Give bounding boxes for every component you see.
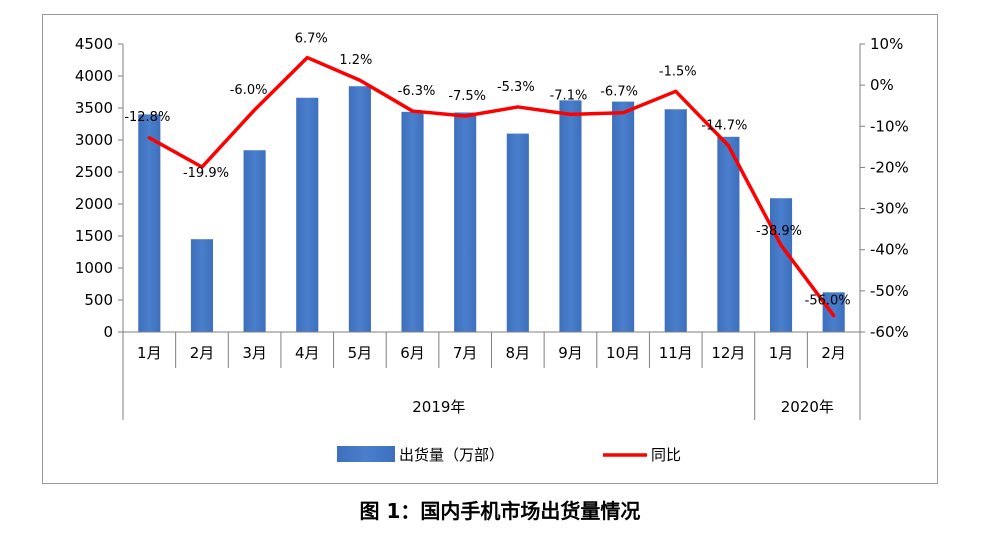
- y-right-tick-label: 0%: [870, 76, 894, 94]
- bar-4: [296, 97, 319, 332]
- y-right-tick-label: -20%: [870, 158, 909, 176]
- y-left-tick-label: 4500: [75, 35, 113, 53]
- chart-frame: 0 500 1000 1500 2000 2500 3000 3500 4000 4500 -60%…: [42, 14, 938, 484]
- bar-10: [612, 101, 635, 332]
- category-label: 10月: [606, 344, 640, 362]
- category-label: 6月: [400, 344, 425, 362]
- y-left-tick-label: 1500: [75, 227, 113, 245]
- category-label: 3月: [242, 344, 267, 362]
- category-label: 1月: [137, 344, 162, 362]
- bar-12: [717, 136, 740, 332]
- legend-swatch-bar: [337, 446, 395, 462]
- yoy-data-label: -5.3%: [497, 80, 535, 95]
- bar-14: [822, 292, 845, 332]
- yoy-line: [147, 55, 836, 318]
- yoy-data-label: -6.0%: [230, 83, 268, 98]
- yoy-data-label: -1.5%: [659, 64, 697, 79]
- y-left-tick-label: 3000: [75, 131, 113, 149]
- legend-label-line: 同比: [651, 446, 681, 464]
- yoy-data-label: -6.7%: [600, 85, 638, 100]
- category-label: 12月: [711, 344, 745, 362]
- y-left-tick-label: 0: [103, 323, 113, 341]
- bar-7: [454, 112, 477, 332]
- bar-13: [769, 198, 793, 332]
- yoy-data-label: -12.8%: [124, 110, 170, 125]
- legend-label-bar: 出货量（万部）: [399, 446, 504, 464]
- category-label: 8月: [506, 344, 531, 362]
- category-label: 9月: [558, 344, 583, 362]
- y-left-tick-label: 3500: [75, 99, 113, 117]
- bar-5: [348, 86, 371, 333]
- group-label: 2019年: [412, 398, 465, 416]
- category-label: 11月: [659, 344, 693, 362]
- bar-1: [138, 114, 161, 333]
- yoy-data-label: 1.2%: [339, 53, 372, 68]
- category-label: 2月: [821, 344, 846, 362]
- yoy-data-label: -14.7%: [701, 119, 747, 134]
- y-left-tick-label: 1000: [75, 259, 113, 277]
- bar-2: [190, 239, 214, 332]
- y-right-tick-label: -60%: [870, 323, 909, 341]
- group-label: 2020年: [781, 398, 834, 416]
- y-left-tick-label: 4000: [75, 67, 113, 85]
- yoy-data-label: 6.7%: [295, 32, 328, 47]
- yoy-data-label: -7.5%: [448, 89, 486, 104]
- category-label: 2月: [190, 344, 215, 362]
- category-label: 5月: [348, 344, 373, 362]
- y-left-tick-label: 500: [84, 291, 113, 309]
- y-right-tick-label: -30%: [870, 200, 909, 218]
- bar-8: [506, 133, 529, 332]
- y-left-tick-label: 2000: [75, 195, 113, 213]
- y-right-tick-label: -10%: [870, 117, 909, 135]
- y-left-tick-label: 2500: [75, 163, 113, 181]
- figure-caption: 图 1：国内手机市场出货量情况: [359, 499, 641, 523]
- category-label: 7月: [453, 344, 478, 362]
- yoy-data-label: -6.3%: [398, 84, 436, 99]
- bar-6: [401, 111, 424, 332]
- shipment-chart: 0 500 1000 1500 2000 2500 3000 3500 4000 4500 -60%…: [75, 32, 909, 464]
- bar-3: [243, 150, 266, 332]
- category-label: 4月: [295, 344, 320, 362]
- yoy-data-label: -7.1%: [550, 88, 588, 103]
- category-label: 1月: [769, 344, 794, 362]
- y-right-tick-label: -40%: [870, 241, 909, 259]
- yoy-data-label: -56.0%: [805, 294, 851, 309]
- yoy-data-label: -38.9%: [756, 224, 802, 239]
- bar-9: [559, 100, 582, 332]
- y-right-tick-label: 10%: [870, 35, 903, 53]
- yoy-data-label: -19.9%: [183, 166, 229, 181]
- y-right-tick-label: -50%: [870, 282, 909, 300]
- bar-11: [664, 109, 687, 332]
